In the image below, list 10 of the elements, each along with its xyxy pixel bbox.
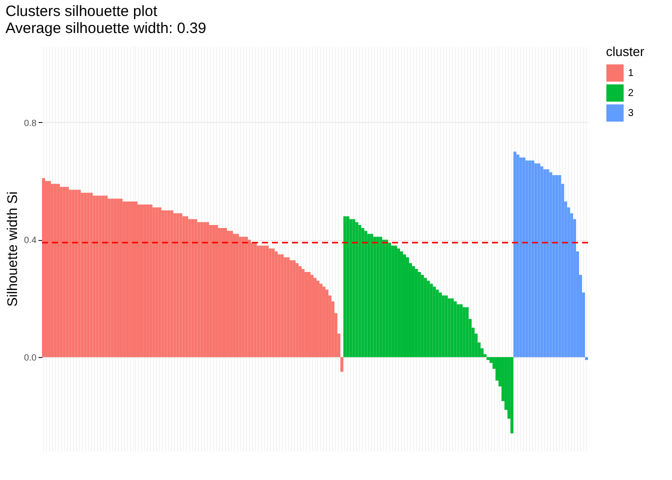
legend-title: cluster [606,44,645,59]
y-tick-label: 0.0 [24,352,36,363]
y-axis-title: Silhouette width Si [4,191,20,307]
chart-subtitle: Average silhouette width: 0.39 [5,20,206,37]
legend-label: 3 [628,108,634,119]
y-tick-label: 0.8 [24,118,36,128]
legend-label: 2 [628,88,634,99]
chart-title: Clusters silhouette plot [5,3,158,20]
y-tick-label: 0.4 [24,235,36,246]
legend-label: 1 [628,68,634,79]
